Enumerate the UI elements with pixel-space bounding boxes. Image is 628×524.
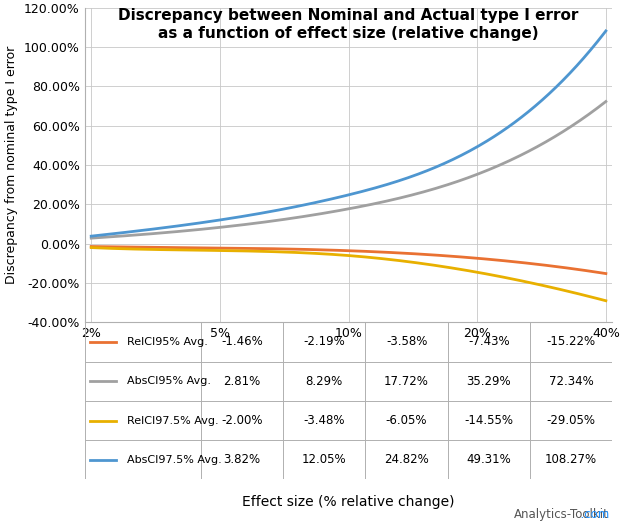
Text: 49.31%: 49.31% (467, 453, 511, 466)
RelCI97.5% Avg. (521, 278, 529, 285)
Text: Discrepancy between Nominal and Actual type I error
as a function of effect size: Discrepancy between Nominal and Actual t… (118, 8, 579, 41)
Text: -7.43%: -7.43% (468, 335, 510, 348)
Text: 17.72%: 17.72% (384, 375, 429, 388)
AbsCI97.5% Avg. (602, 28, 610, 34)
AbsCI97.5% Avg. (394, 178, 401, 184)
Text: .com: .com (498, 508, 609, 521)
Text: -2.19%: -2.19% (303, 335, 345, 348)
Text: Effect size (% relative change): Effect size (% relative change) (242, 495, 455, 509)
Text: Analytics-Toolkit: Analytics-Toolkit (514, 508, 609, 521)
Text: 8.29%: 8.29% (306, 375, 343, 388)
AbsCI95% Avg. (521, 150, 529, 156)
AbsCI97.5% Avg. (521, 111, 529, 117)
RelCI95% Avg. (554, 264, 561, 270)
AbsCI95% Avg. (87, 235, 95, 241)
AbsCI97.5% Avg. (403, 175, 410, 181)
Text: -29.05%: -29.05% (546, 414, 595, 427)
RelCI97.5% Avg. (394, 257, 401, 264)
RelCI97.5% Avg. (403, 258, 410, 265)
Text: 108.27%: 108.27% (545, 453, 597, 466)
RelCI95% Avg. (394, 250, 401, 256)
Line: AbsCI95% Avg.: AbsCI95% Avg. (91, 102, 606, 238)
AbsCI97.5% Avg. (87, 233, 95, 239)
Text: -3.58%: -3.58% (386, 335, 427, 348)
AbsCI97.5% Avg. (392, 179, 399, 185)
Text: 72.34%: 72.34% (549, 375, 593, 388)
RelCI97.5% Avg. (87, 244, 95, 250)
Text: RelCI95% Avg.: RelCI95% Avg. (127, 337, 208, 347)
RelCI95% Avg. (602, 270, 610, 277)
Text: -1.46%: -1.46% (221, 335, 263, 348)
AbsCI97.5% Avg. (554, 82, 561, 89)
Line: RelCI97.5% Avg.: RelCI97.5% Avg. (91, 247, 606, 301)
Text: -6.05%: -6.05% (386, 414, 427, 427)
Line: RelCI95% Avg.: RelCI95% Avg. (91, 246, 606, 274)
AbsCI95% Avg. (89, 235, 97, 241)
Text: 3.82%: 3.82% (224, 453, 261, 466)
Text: -2.00%: -2.00% (221, 414, 263, 427)
Text: 2.81%: 2.81% (224, 375, 261, 388)
AbsCI95% Avg. (394, 195, 401, 202)
Y-axis label: Discrepancy from nominal type I error: Discrepancy from nominal type I error (6, 46, 18, 284)
RelCI95% Avg. (521, 260, 529, 266)
RelCI95% Avg. (392, 249, 399, 256)
RelCI95% Avg. (87, 243, 95, 249)
AbsCI95% Avg. (403, 193, 410, 200)
Text: -15.22%: -15.22% (546, 335, 596, 348)
RelCI97.5% Avg. (89, 245, 97, 251)
RelCI97.5% Avg. (554, 286, 561, 292)
Text: -3.48%: -3.48% (303, 414, 345, 427)
Text: AbsCI97.5% Avg.: AbsCI97.5% Avg. (127, 455, 222, 465)
RelCI97.5% Avg. (602, 298, 610, 304)
Line: AbsCI97.5% Avg.: AbsCI97.5% Avg. (91, 31, 606, 236)
Text: 35.29%: 35.29% (467, 375, 511, 388)
Text: -14.55%: -14.55% (464, 414, 513, 427)
AbsCI97.5% Avg. (89, 233, 97, 239)
AbsCI95% Avg. (554, 132, 561, 138)
Text: RelCI97.5% Avg.: RelCI97.5% Avg. (127, 416, 219, 425)
RelCI95% Avg. (403, 250, 410, 256)
Text: 12.05%: 12.05% (302, 453, 347, 466)
Text: 24.82%: 24.82% (384, 453, 429, 466)
RelCI95% Avg. (89, 244, 97, 250)
RelCI97.5% Avg. (392, 257, 399, 264)
Text: AbsCI95% Avg.: AbsCI95% Avg. (127, 376, 211, 386)
AbsCI95% Avg. (602, 99, 610, 105)
AbsCI95% Avg. (392, 196, 399, 202)
